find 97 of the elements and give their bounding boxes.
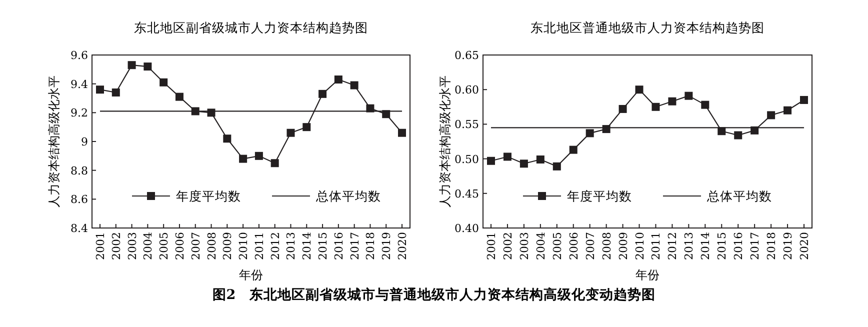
point — [239, 154, 248, 163]
x-tick-label: 2010 — [633, 232, 646, 260]
y-tick-label: 0.40 — [454, 222, 479, 235]
point — [398, 128, 406, 137]
point — [569, 146, 578, 154]
point — [144, 62, 152, 71]
point — [684, 92, 693, 100]
x-tick-label: 2015 — [316, 232, 330, 260]
y-tick-label: 9 — [81, 136, 88, 148]
caption: 图2 东北地区副省级城市与普通地级市人力资本结构高级化变动趋势图 — [212, 286, 656, 303]
x-tick-label: 2017 — [748, 232, 762, 260]
point — [160, 78, 168, 86]
x-tick-label: 2013 — [682, 232, 696, 260]
x-tick-label: 2002 — [110, 232, 123, 260]
point — [112, 88, 120, 96]
y-tick-label: 9.2 — [70, 106, 88, 120]
point — [175, 92, 184, 101]
x-tick-label: 2004 — [142, 232, 155, 260]
legend-label: 年度平均数 — [567, 188, 632, 204]
x-tick-label: 2011 — [252, 232, 266, 260]
y-tick-label: 0.50 — [454, 152, 479, 166]
x-tick-label: 2014 — [300, 232, 314, 260]
x-tick-label: 2008 — [205, 232, 218, 260]
point — [286, 128, 295, 137]
x-tick-label: 2016 — [732, 232, 746, 260]
x-tick-label: 2001 — [94, 232, 107, 260]
x-axis-title: 年份 — [636, 268, 660, 282]
point — [96, 86, 104, 94]
x-tick-label: 2001 — [485, 232, 498, 260]
x-tick-label: 2016 — [332, 232, 346, 260]
x-tick-label: 2005 — [158, 232, 171, 260]
x-tick-label: 2015 — [716, 232, 729, 260]
y-tick-label: 8.6 — [70, 193, 88, 206]
x-tick-label: 2006 — [567, 232, 580, 260]
point — [520, 160, 528, 168]
point — [223, 134, 232, 143]
chart-title: 东北地区普通地级市人力资本结构趋势图 — [530, 20, 764, 35]
legend-label: 总体平均数 — [706, 188, 772, 204]
point — [302, 123, 311, 132]
point — [618, 104, 627, 113]
legend-label: 总体平均数 — [315, 188, 381, 204]
point — [701, 100, 710, 109]
point — [635, 86, 644, 94]
x-tick-label: 2018 — [364, 232, 378, 260]
point — [503, 152, 512, 161]
x-tick-label: 2007 — [189, 232, 202, 260]
point — [536, 155, 544, 164]
point — [350, 81, 358, 90]
y-tick-label: 0.45 — [454, 187, 479, 200]
x-tick-label: 2006 — [173, 232, 186, 260]
y-tick-label: 8.8 — [70, 164, 88, 178]
x-tick-label: 2008 — [600, 232, 614, 260]
point — [128, 61, 136, 70]
x-tick-label: 2020 — [798, 232, 811, 260]
y-tick-label: 0.60 — [454, 84, 479, 97]
y-tick-label: 0.65 — [454, 49, 479, 62]
x-tick-label: 2007 — [584, 232, 597, 260]
point — [552, 162, 561, 170]
chart-title: 东北地区副省级城市人力资本结构趋势图 — [134, 20, 368, 35]
x-tick-label: 2003 — [518, 232, 531, 260]
point — [668, 97, 676, 106]
x-tick-label: 2012 — [268, 232, 282, 260]
point — [767, 111, 776, 120]
x-tick-label: 2013 — [284, 232, 298, 260]
y-tick-label: 0.55 — [454, 118, 479, 132]
point — [734, 131, 742, 140]
x-tick-label: 2011 — [650, 232, 663, 260]
y-tick-label: 9.6 — [70, 49, 88, 62]
y-axis-title: 人力资本结构高级化水平 — [438, 76, 452, 208]
point — [254, 152, 263, 160]
x-tick-label: 2018 — [765, 232, 778, 260]
y-axis-title: 人力资本结构高级化水平 — [47, 76, 61, 208]
point — [586, 129, 594, 138]
x-tick-label: 2014 — [699, 232, 712, 260]
y-tick-label: 9.4 — [70, 78, 88, 91]
x-tick-label: 2019 — [380, 232, 394, 260]
point — [334, 76, 342, 84]
x-tick-label: 2012 — [666, 232, 680, 260]
x-tick-label: 2009 — [221, 232, 234, 260]
y-tick-label: 8.4 — [70, 222, 88, 235]
point — [487, 156, 495, 165]
x-tick-label: 2017 — [348, 232, 362, 260]
x-axis-title: 年份 — [239, 268, 263, 282]
point — [318, 90, 327, 98]
x-tick-label: 2020 — [396, 232, 409, 260]
point — [270, 159, 279, 168]
x-tick-label: 2010 — [237, 232, 250, 260]
x-tick-label: 2019 — [782, 232, 795, 260]
x-tick-label: 2002 — [501, 232, 514, 260]
point — [652, 102, 660, 111]
x-tick-label: 2009 — [616, 232, 630, 260]
point — [800, 96, 808, 104]
x-tick-label: 2004 — [534, 232, 548, 260]
x-tick-label: 2003 — [126, 232, 139, 260]
point — [784, 106, 792, 114]
legend-label: 年度平均数 — [176, 188, 241, 204]
x-tick-label: 2005 — [550, 232, 564, 260]
